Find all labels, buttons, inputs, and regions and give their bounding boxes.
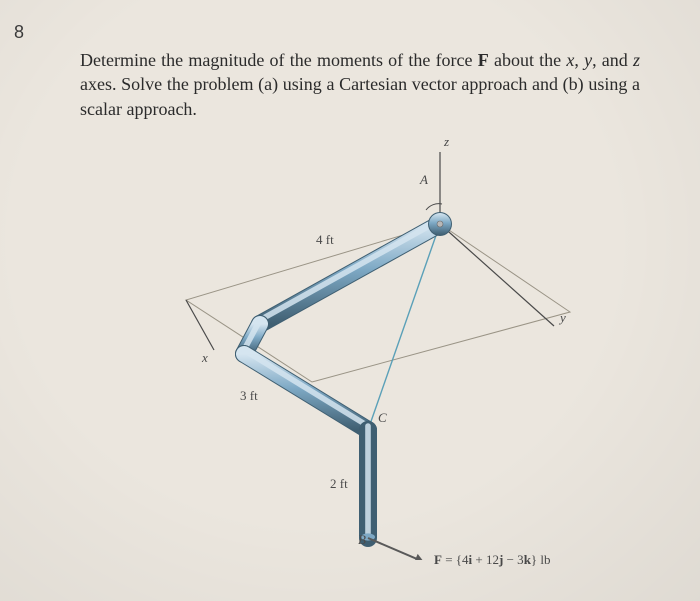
text-frag: , xyxy=(574,50,584,70)
svg-text:A: A xyxy=(419,172,428,187)
svg-text:4 ft: 4 ft xyxy=(316,232,334,247)
svg-text:C: C xyxy=(378,410,387,425)
svg-text:2 ft: 2 ft xyxy=(330,476,348,491)
problem-statement: Determine the magnitude of the moments o… xyxy=(80,48,640,121)
svg-text:B: B xyxy=(358,532,366,547)
svg-text:z: z xyxy=(443,140,449,149)
text-frag: axes. Solve the problem (a) using a Cart… xyxy=(80,74,640,118)
text-frag: about the xyxy=(489,50,567,70)
axis-y: y xyxy=(584,50,592,70)
text-frag: Determine the magnitude of the moments o… xyxy=(80,50,478,70)
figure-svg: z Ay x 4 ft 3 ft C 2 ft B xyxy=(140,140,580,560)
svg-text:y: y xyxy=(558,310,566,325)
force-vector-label: F = {4i + 12j − 3k} lb xyxy=(434,552,551,568)
svg-text:3 ft: 3 ft xyxy=(240,388,258,403)
force-symbol: F xyxy=(478,50,489,70)
axis-z: z xyxy=(633,50,640,70)
svg-text:x: x xyxy=(201,350,208,365)
figure: zAyx4 ft3 ftC2 ftB F = {4i + 12j − 3k} l… xyxy=(140,140,580,560)
problem-number: 8 xyxy=(14,22,24,43)
text-frag: , and xyxy=(592,50,633,70)
